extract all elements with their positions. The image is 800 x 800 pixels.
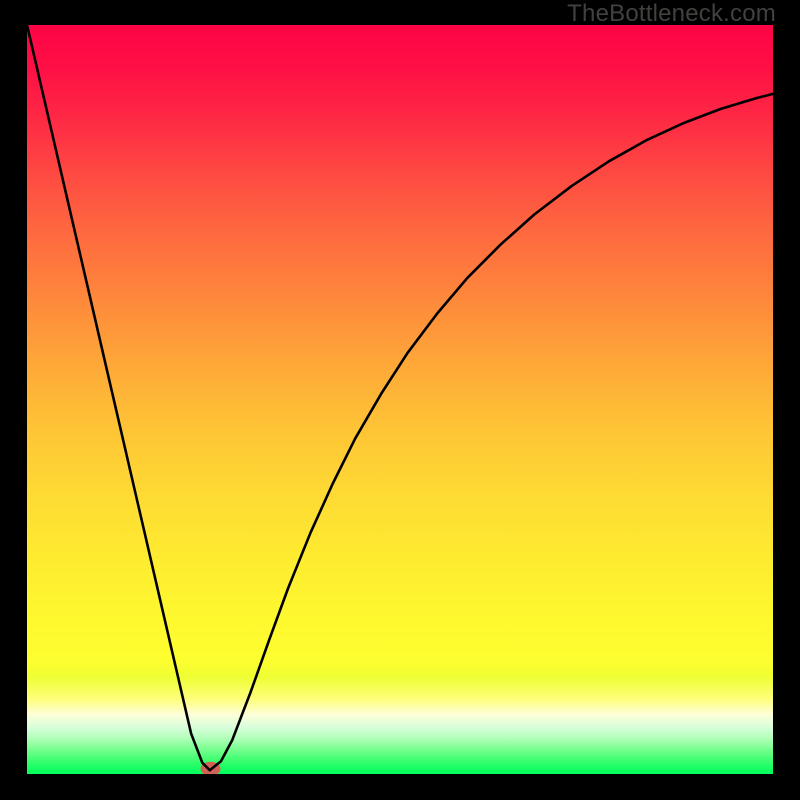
bottleneck-curve-line <box>27 25 773 770</box>
curve-overlay <box>27 25 773 774</box>
plot-area <box>27 25 773 774</box>
chart-container: TheBottleneck.com <box>0 0 800 800</box>
watermark-text: TheBottleneck.com <box>567 0 776 28</box>
